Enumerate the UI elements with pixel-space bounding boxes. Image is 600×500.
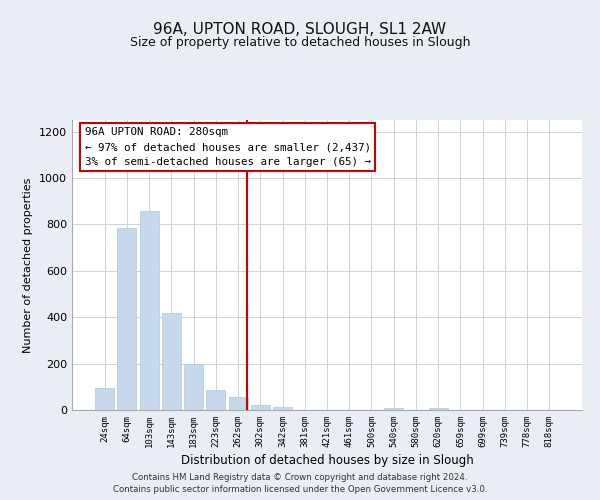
Bar bbox=[118, 228, 136, 410]
X-axis label: Distribution of detached houses by size in Slough: Distribution of detached houses by size … bbox=[181, 454, 473, 467]
Bar bbox=[184, 364, 203, 410]
Y-axis label: Number of detached properties: Number of detached properties bbox=[23, 178, 34, 352]
Text: Contains public sector information licensed under the Open Government Licence v3: Contains public sector information licen… bbox=[113, 485, 487, 494]
Bar bbox=[273, 407, 292, 410]
Text: Contains HM Land Registry data © Crown copyright and database right 2024.: Contains HM Land Registry data © Crown c… bbox=[132, 472, 468, 482]
Bar bbox=[140, 211, 158, 410]
Text: Size of property relative to detached houses in Slough: Size of property relative to detached ho… bbox=[130, 36, 470, 49]
Text: 96A UPTON ROAD: 280sqm
← 97% of detached houses are smaller (2,437)
3% of semi-d: 96A UPTON ROAD: 280sqm ← 97% of detached… bbox=[85, 127, 371, 167]
Bar bbox=[384, 408, 403, 410]
Bar bbox=[229, 397, 248, 410]
Bar bbox=[162, 312, 181, 410]
Bar bbox=[251, 404, 270, 410]
Bar bbox=[95, 388, 114, 410]
Bar bbox=[206, 390, 225, 410]
Bar bbox=[429, 408, 448, 410]
Text: 96A, UPTON ROAD, SLOUGH, SL1 2AW: 96A, UPTON ROAD, SLOUGH, SL1 2AW bbox=[154, 22, 446, 38]
